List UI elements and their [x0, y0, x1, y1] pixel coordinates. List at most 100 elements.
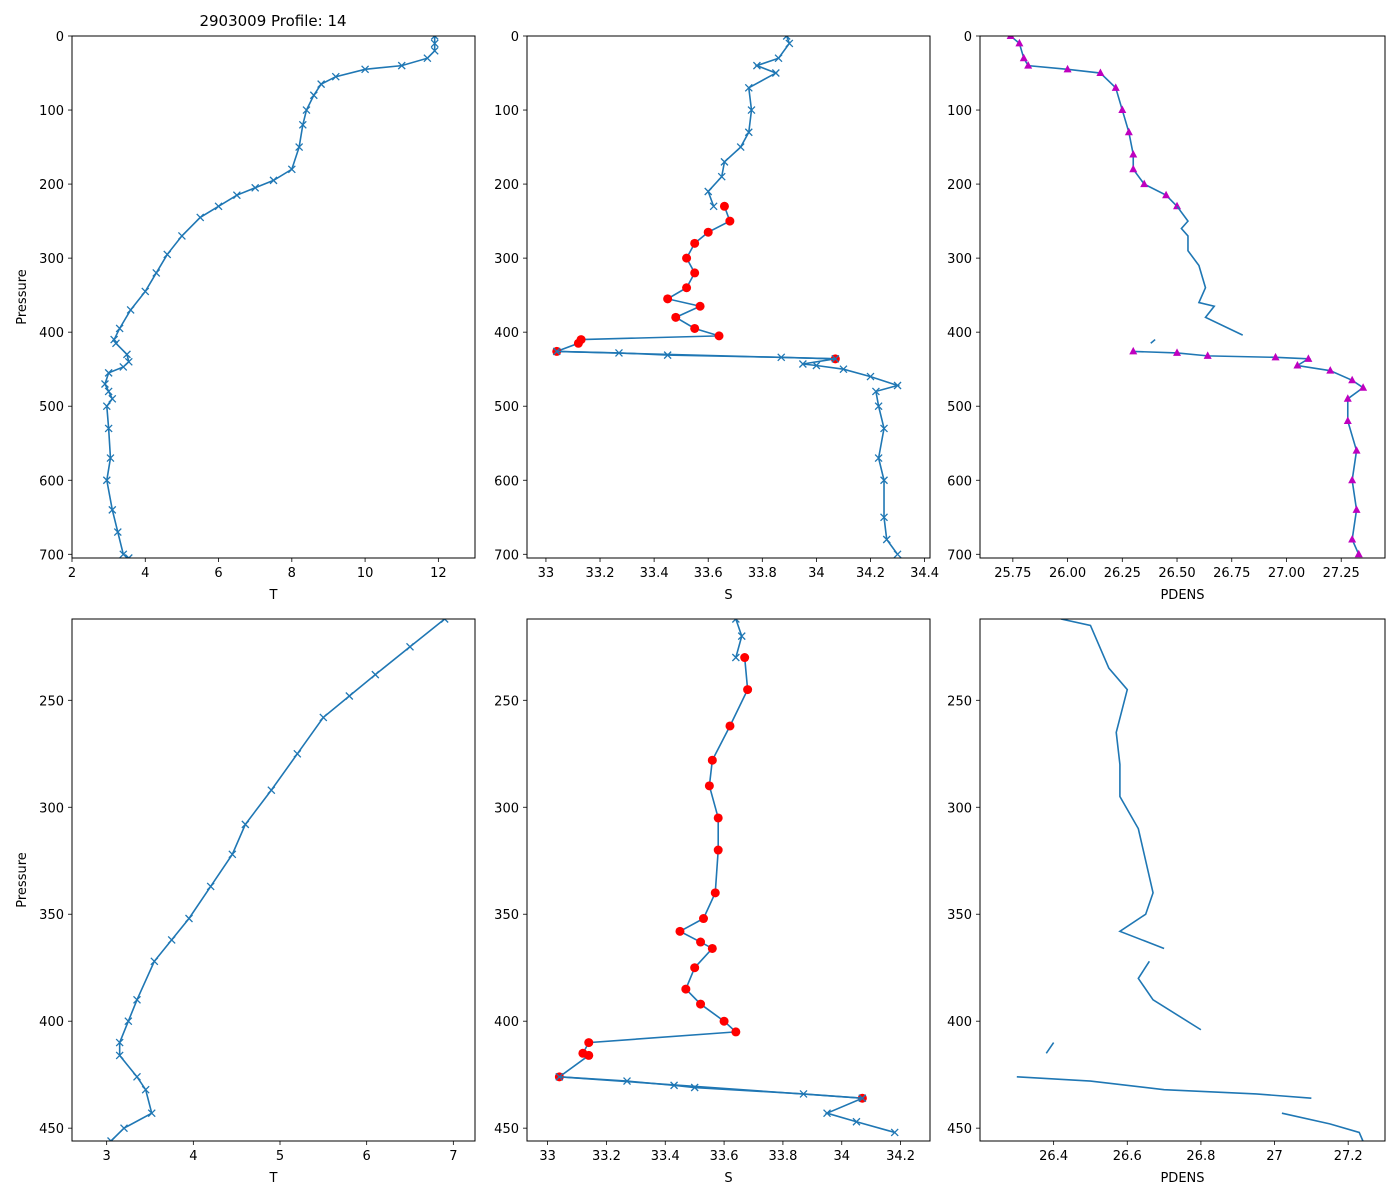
data-point-circle — [695, 301, 705, 311]
data-point-x — [147, 1109, 156, 1118]
data-point-triangle — [1343, 416, 1352, 425]
y-tick-label: 700 — [39, 548, 64, 563]
data-point-x — [709, 202, 718, 211]
data-point-triangle — [1352, 446, 1361, 454]
x-tick-label: 5 — [276, 1149, 284, 1164]
y-tick-label: 300 — [947, 252, 972, 267]
data-point-circle — [725, 216, 735, 226]
data-point-x — [440, 619, 449, 623]
data-point-triangle — [1343, 394, 1352, 402]
data-point-x — [893, 550, 902, 558]
data-point-x — [196, 213, 205, 222]
y-tick-label: 250 — [39, 694, 64, 709]
data-point-x — [555, 1072, 564, 1081]
data-point-x — [397, 61, 406, 70]
data-point-x — [785, 39, 794, 48]
data-point-x — [839, 365, 848, 374]
series-line — [1133, 350, 1365, 555]
series-line — [1176, 205, 1244, 336]
data-point-x — [124, 1017, 133, 1026]
data-point-circle — [698, 914, 708, 924]
data-point-x — [798, 360, 807, 368]
data-point-x — [430, 39, 439, 48]
data-point-triangle — [1019, 53, 1028, 62]
data-point-triangle — [1203, 351, 1212, 359]
data-point-x — [167, 935, 176, 944]
data-point-triangle — [1111, 83, 1120, 91]
series-layer — [1006, 36, 1368, 558]
chart-PDENS-zoom: 26.4 26.6 26.8 27 27.2 250 300 350 400 450 PDENS — [947, 618, 1386, 1186]
data-point-x — [115, 324, 124, 333]
data-point-x — [102, 476, 111, 485]
data-point-triangle — [1173, 201, 1182, 210]
x-tick-label: 26.25 — [1104, 566, 1141, 581]
data-point-x — [101, 380, 109, 388]
x-tick-label: 33.4 — [640, 566, 669, 581]
data-point-circle — [707, 943, 717, 953]
data-point-x — [141, 287, 150, 296]
data-point-triangle — [1326, 366, 1335, 374]
data-point-x — [871, 387, 880, 396]
series-line — [1060, 619, 1165, 950]
series-line — [1281, 1112, 1364, 1141]
data-point-x — [112, 339, 120, 348]
data-point-circle — [703, 227, 713, 237]
data-point-triangle — [1129, 164, 1138, 173]
x-axis-label: S — [724, 588, 732, 603]
y-tick-label: 350 — [947, 908, 972, 923]
data-point-x — [133, 995, 141, 1004]
data-point-x — [345, 692, 354, 700]
data-point-x — [119, 363, 128, 371]
data-point-x — [113, 528, 122, 537]
data-point-x — [287, 165, 296, 174]
series-layer — [101, 36, 439, 558]
data-point-x — [232, 191, 241, 200]
series-line — [707, 36, 791, 207]
data-point-x — [241, 820, 250, 829]
y-tick-label: 700 — [947, 548, 972, 563]
data-point-x — [214, 202, 223, 211]
y-tick-label: 350 — [494, 908, 519, 923]
data-point-circle — [584, 1038, 594, 1048]
data-point-circle — [696, 999, 706, 1009]
y-tick-label: 400 — [39, 326, 64, 341]
y-tick-label: 600 — [494, 474, 519, 489]
data-point-triangle — [1173, 348, 1182, 356]
data-point-x — [406, 642, 414, 651]
data-point-triangle — [1293, 360, 1302, 369]
data-point-triangle — [1354, 549, 1363, 558]
data-point-triangle — [1162, 190, 1171, 199]
x-tick-label: 7 — [449, 1149, 457, 1164]
data-point-triangle — [1096, 68, 1105, 77]
series-line — [110, 619, 446, 1141]
y-tick-label: 400 — [947, 1015, 972, 1030]
series-layer — [552, 36, 902, 558]
y-tick-label: 450 — [39, 1122, 64, 1137]
y-tick-label: 100 — [39, 104, 64, 119]
series-layer — [554, 619, 899, 1137]
y-axis-label: Pressure — [15, 852, 30, 908]
data-point-x — [552, 347, 561, 356]
data-point-circle — [682, 283, 692, 293]
series-line — [556, 206, 836, 360]
data-point-triangle — [1304, 354, 1313, 362]
x-axis-label: T — [269, 588, 278, 603]
data-point-x — [104, 424, 113, 433]
data-point-circle — [714, 331, 724, 341]
data-point-x — [717, 172, 726, 181]
series-line — [1010, 36, 1178, 207]
data-point-x — [122, 350, 131, 359]
data-point-x — [269, 176, 278, 185]
data-point-x — [858, 1094, 867, 1103]
data-point-triangle — [1348, 375, 1357, 384]
figure-title: 2903009 Profile: 14 — [199, 12, 346, 30]
x-tick-label: 8 — [288, 566, 296, 581]
data-point-x — [319, 713, 328, 722]
data-point-circle — [681, 984, 691, 994]
data-point-x — [267, 786, 276, 795]
data-point-x — [331, 72, 340, 81]
series-line — [556, 350, 901, 555]
x-tick-label: 6 — [214, 566, 222, 581]
x-tick-label: 33.8 — [748, 566, 777, 581]
plot-frame — [526, 35, 931, 559]
